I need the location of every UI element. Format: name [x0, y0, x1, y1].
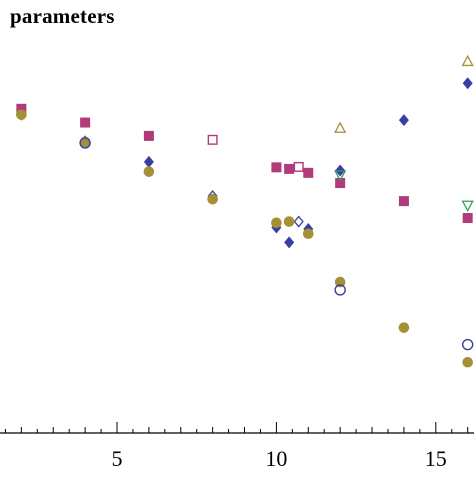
data-point-circle-filled: [302, 228, 314, 240]
x-axis: 5 10 15: [0, 422, 474, 471]
data-point-circle-filled: [16, 109, 27, 120]
data-point-circle-filled: [271, 217, 282, 229]
data-point-circle-filled: [334, 276, 346, 288]
data-point-circle-open: [461, 338, 474, 351]
data-point-square-filled: [284, 163, 295, 174]
data-point-square-open: [293, 161, 304, 172]
data-point-circle-filled: [207, 193, 218, 205]
data-point-diamond-filled: [462, 77, 473, 90]
data-point-square-filled: [303, 167, 314, 178]
data-point-square-open: [207, 134, 218, 145]
data-point-square-filled: [398, 196, 409, 207]
data-point-diamond-filled: [398, 114, 409, 127]
data-point-diamond-filled: [143, 155, 154, 168]
data-point-circle-filled: [462, 356, 473, 368]
data-point-square-filled: [335, 178, 346, 189]
data-point-triangle-down-open: [461, 200, 474, 212]
data-point-square-filled: [462, 213, 473, 224]
data-point-diamond-filled: [284, 236, 295, 249]
data-point-circle-open: [79, 137, 91, 149]
data-point-square-filled: [271, 162, 282, 173]
data-point-square-filled: [143, 130, 154, 141]
data-point-triangle-down-open: [334, 170, 347, 182]
data-point-square-filled: [80, 117, 91, 128]
data-point-diamond-open: [293, 215, 304, 228]
x-tick-label: 5: [112, 446, 123, 471]
data-points: [16, 54, 474, 368]
data-point-triangle-up-open: [334, 121, 347, 133]
data-point-circle-filled: [398, 322, 410, 333]
x-tick-label: 15: [425, 446, 447, 471]
data-point-circle-filled: [143, 166, 155, 177]
chart-title: parameters: [10, 4, 115, 28]
x-tick-label: 10: [265, 446, 287, 471]
data-point-triangle-up-open: [461, 54, 474, 67]
data-point-circle-filled: [283, 216, 295, 227]
data-point-circle-open: [334, 284, 346, 296]
